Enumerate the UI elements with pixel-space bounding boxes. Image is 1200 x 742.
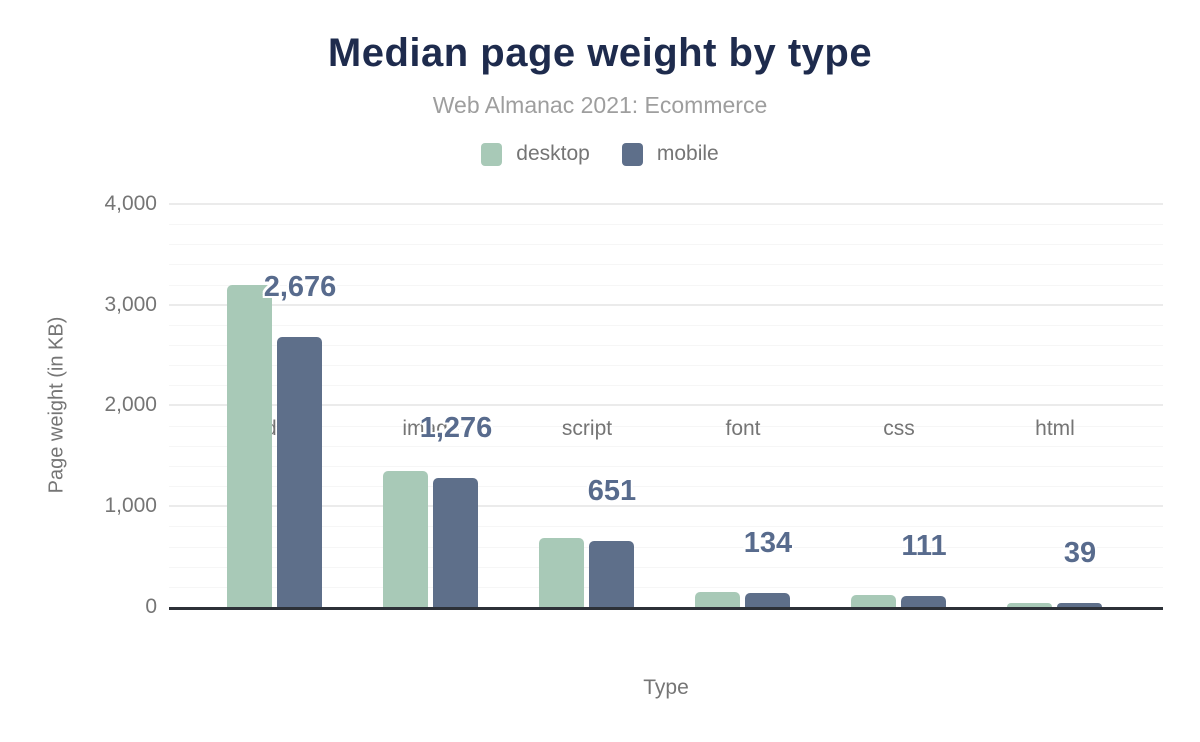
value-label-html: 39 bbox=[1063, 537, 1097, 569]
legend-swatch-mobile bbox=[621, 142, 643, 166]
bar-mobile-font bbox=[745, 593, 790, 607]
bar-desktop-script bbox=[539, 538, 584, 607]
x-axis-line bbox=[169, 607, 1163, 610]
y-tick-label: 2,000 bbox=[104, 393, 157, 416]
gridline-major bbox=[169, 404, 1163, 406]
bar-group-script: 651 bbox=[509, 204, 665, 607]
value-label-font: 134 bbox=[743, 527, 793, 559]
gridline-minor bbox=[169, 567, 1163, 568]
y-tick-label: 1,000 bbox=[104, 494, 157, 517]
gridline-major bbox=[169, 304, 1163, 306]
gridline-minor bbox=[169, 244, 1163, 245]
gridline-minor bbox=[169, 446, 1163, 447]
x-tick-label-video: video bbox=[249, 417, 301, 440]
bar-group-font: 134 bbox=[665, 204, 821, 607]
value-label-script: 651 bbox=[587, 475, 637, 507]
legend-label-desktop: desktop bbox=[516, 142, 590, 165]
bar-group-image: 1,276 bbox=[353, 204, 509, 607]
legend-item-mobile: mobile bbox=[621, 142, 719, 166]
y-tick-label: 4,000 bbox=[104, 192, 157, 215]
bar-mobile-script bbox=[589, 541, 634, 607]
bar-mobile-html bbox=[1057, 603, 1102, 607]
x-tick-label-css: css bbox=[883, 417, 915, 440]
chart-title: Median page weight by type bbox=[327, 31, 873, 75]
value-label-video: 2,676 bbox=[263, 271, 337, 303]
gridline-minor bbox=[169, 547, 1163, 548]
x-tick-label-image: image bbox=[402, 417, 460, 440]
gridline-minor bbox=[169, 264, 1163, 265]
bar-desktop-css bbox=[851, 595, 896, 607]
bar-desktop-font bbox=[695, 592, 740, 607]
bar-desktop-video bbox=[227, 285, 272, 607]
x-tick-label-html: html bbox=[1035, 417, 1075, 440]
bar-mobile-image bbox=[433, 478, 478, 607]
gridline-minor bbox=[169, 587, 1163, 588]
y-tick-label: 3,000 bbox=[104, 293, 157, 316]
gridline-major bbox=[169, 505, 1163, 507]
gridline-minor bbox=[169, 325, 1163, 326]
bar-group-html: 39 bbox=[977, 204, 1133, 607]
bar-desktop-html bbox=[1007, 603, 1052, 607]
legend-label-mobile: mobile bbox=[656, 142, 719, 165]
gridline-minor bbox=[169, 426, 1163, 427]
y-tick-label: 0 bbox=[145, 595, 157, 618]
legend: desktop mobile bbox=[0, 142, 1200, 166]
x-tick-label-font: font bbox=[725, 417, 761, 440]
gridline-minor bbox=[169, 345, 1163, 346]
gridline-minor bbox=[169, 526, 1163, 527]
gridline-major bbox=[169, 203, 1163, 205]
value-label-image: 1,276 bbox=[419, 412, 493, 444]
gridline-minor bbox=[169, 285, 1163, 286]
x-axis-title: Type bbox=[643, 676, 689, 699]
value-label-css: 111 bbox=[901, 530, 947, 562]
legend-item-desktop: desktop bbox=[481, 142, 590, 166]
chart-subtitle: Web Almanac 2021: Ecommerce bbox=[432, 92, 768, 118]
x-tick-label-script: script bbox=[561, 417, 613, 440]
gridline-minor bbox=[169, 466, 1163, 467]
legend-swatch-desktop bbox=[481, 142, 503, 166]
gridline-minor bbox=[169, 365, 1163, 366]
bar-mobile-video bbox=[277, 337, 322, 607]
gridline-minor bbox=[169, 385, 1163, 386]
bar-group-video: 2,676 bbox=[197, 204, 353, 607]
bar-desktop-image bbox=[383, 471, 428, 607]
gridline-minor bbox=[169, 486, 1163, 487]
gridline-minor bbox=[169, 224, 1163, 225]
plot-area: 2,676 1,276 651 134 111 39 bbox=[169, 203, 1163, 610]
bar-group-css: 111 bbox=[821, 204, 977, 607]
bar-mobile-css bbox=[901, 596, 946, 607]
